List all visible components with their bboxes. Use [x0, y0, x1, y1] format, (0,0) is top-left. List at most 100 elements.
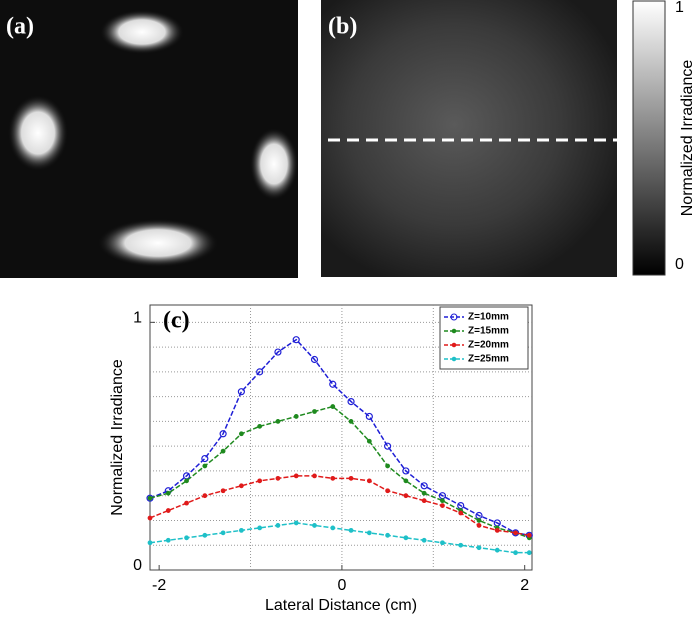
x-tick-label: 0: [337, 577, 346, 594]
data-point: [237, 388, 245, 396]
series-line: [149, 405, 530, 539]
series-line: [149, 475, 530, 537]
panel-label: (a): [6, 14, 34, 40]
colorbar-scale: [632, 0, 666, 276]
data-point: [421, 498, 427, 504]
data-point: [348, 527, 354, 533]
y-tick-label: 0: [133, 557, 142, 574]
data-point: [402, 467, 410, 475]
series-line: [149, 522, 530, 554]
data-point: [421, 490, 427, 496]
data-point: [292, 336, 300, 344]
data-point: [403, 535, 409, 541]
data-point: [293, 414, 299, 419]
legend-label: Z=10mm: [468, 312, 509, 323]
spot: [98, 219, 218, 267]
data-point: [147, 495, 153, 501]
data-point: [256, 368, 264, 376]
data-point: [526, 532, 532, 538]
data-point: [293, 473, 299, 479]
data-point: [458, 510, 464, 516]
data-point: [440, 498, 445, 504]
data-point: [275, 475, 281, 481]
data-point: [347, 397, 355, 406]
data-point: [202, 532, 208, 538]
data-point: [274, 348, 282, 356]
x-tick-label: 2: [520, 577, 529, 594]
data-point: [476, 518, 482, 523]
legend-label: Z=20mm: [468, 340, 509, 351]
data-point: [184, 478, 189, 484]
data-point: [330, 404, 336, 409]
data-point: [421, 537, 427, 543]
data-point: [147, 515, 153, 521]
data-point: [165, 490, 171, 496]
spot: [250, 128, 298, 200]
data-point: [458, 542, 464, 548]
data-point: [403, 493, 409, 499]
data-point: [202, 493, 208, 499]
data-point: [385, 488, 391, 494]
panel-label: (c): [163, 308, 190, 334]
series-line: [149, 338, 530, 537]
data-point: [219, 430, 227, 438]
data-point: [513, 530, 518, 536]
data-point: [365, 412, 373, 421]
legend-marker: [451, 342, 457, 348]
data-point: [238, 431, 244, 437]
data-point: [526, 550, 532, 556]
data-point: [366, 438, 372, 444]
data-point: [420, 482, 428, 490]
data-point: [312, 409, 317, 414]
data-point: [403, 478, 409, 484]
data-point: [440, 503, 445, 509]
data-point: [165, 537, 171, 543]
colorbar-tick: 1: [675, 0, 684, 16]
data-point: [366, 478, 372, 484]
spot: [8, 95, 68, 171]
y-axis-label: Normalized Irradiance: [109, 359, 126, 516]
panel-b: (b): [321, 0, 617, 277]
data-point: [476, 545, 482, 551]
data-point: [494, 547, 500, 553]
data-point: [275, 419, 281, 424]
data-point: [293, 520, 299, 526]
colorbar-label: Normalized Irradiance: [679, 60, 696, 217]
data-point: [329, 380, 337, 388]
y-tick-label: 1: [133, 310, 142, 327]
legend-label: Z=15mm: [468, 326, 509, 337]
colorbar-tick: 0: [675, 256, 684, 273]
data-point: [385, 532, 391, 538]
chart: -2 0 2 0 1 Lateral Distance (cm) Normalized Ir…: [109, 304, 533, 614]
data-point: [330, 475, 336, 481]
data-point: [494, 527, 500, 533]
x-axis-label: Lateral Distance (cm): [265, 597, 417, 614]
data-point: [476, 523, 482, 528]
data-point: [513, 550, 518, 556]
colorbar: 1 0 Normalized Irradiance: [632, 0, 696, 276]
data-point: [257, 525, 263, 531]
data-point: [201, 454, 209, 463]
data-point: [220, 448, 226, 454]
data-point: [348, 475, 354, 481]
legend-marker: [450, 313, 458, 321]
data-point: [220, 530, 226, 536]
data-point: [384, 442, 392, 450]
data-point: [257, 423, 263, 429]
spot: [100, 10, 184, 54]
data-point: [238, 483, 244, 489]
data-point: [440, 540, 445, 546]
legend-label: Z=25mm: [468, 354, 509, 365]
data-point: [257, 478, 263, 484]
legend-marker: [451, 356, 457, 362]
data-point: [312, 473, 317, 479]
data-point: [220, 488, 226, 494]
data-point: [238, 527, 244, 533]
data-point: [184, 535, 189, 541]
data-point: [310, 355, 319, 364]
data-point: [275, 523, 281, 528]
data-point: [147, 540, 153, 546]
data-point: [202, 463, 208, 469]
